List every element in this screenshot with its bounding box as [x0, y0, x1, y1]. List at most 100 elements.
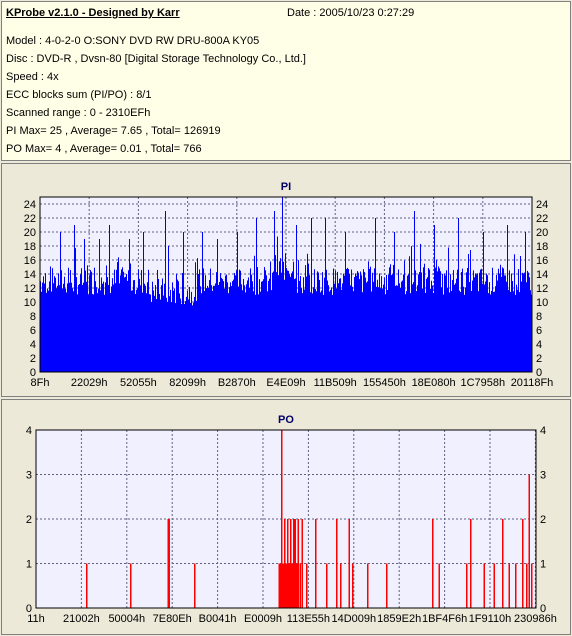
pi-bar — [231, 286, 232, 372]
pi-bar — [291, 273, 292, 372]
po-chart-panel: PO 0 0 1 1 2 2 3 3 4 4 11h 21002h 50004h 7E80Eh B0041h E… — [1, 399, 571, 635]
pi-bar — [352, 286, 353, 372]
pi-bar — [394, 232, 395, 372]
pi-bar — [528, 272, 529, 372]
pi-bar — [42, 282, 43, 372]
pi-bar — [283, 261, 284, 372]
pi-bar — [237, 232, 238, 372]
pi-bar — [517, 289, 518, 372]
x-tick-6: 113E55h — [287, 613, 330, 625]
pi-bar — [248, 277, 249, 372]
pi-bar — [127, 280, 128, 372]
pi-bar — [216, 272, 217, 372]
pi-bar — [61, 270, 62, 372]
pi-bar — [520, 256, 521, 372]
pi-bar — [193, 302, 194, 372]
pi-bar — [142, 292, 143, 372]
pi-bar — [423, 267, 424, 372]
pi-bar — [243, 278, 244, 372]
pi-bar — [240, 270, 241, 372]
x-tick-3: 7E80Eh — [153, 613, 192, 625]
pi-bar — [268, 280, 269, 372]
pi-bar — [145, 285, 146, 372]
app-title: KProbe v2.1.0 - Designed by Karr — [6, 7, 180, 19]
pi-bar — [143, 232, 144, 372]
po-bar — [281, 430, 283, 608]
pi-bar — [506, 281, 507, 372]
pi-bar — [499, 273, 500, 372]
pi-bar — [260, 291, 261, 372]
po-bar — [367, 563, 369, 608]
pi-bar — [498, 268, 499, 372]
pi-bar — [426, 278, 427, 372]
pi-bar — [194, 296, 195, 372]
pi-bar — [358, 272, 359, 372]
pi-bar — [408, 274, 409, 372]
pi-bar — [256, 218, 257, 372]
pi-bar — [167, 301, 168, 372]
pi-bar — [278, 275, 279, 372]
pi-bar — [41, 291, 42, 372]
y-tick-left-7: 14 — [24, 269, 36, 281]
pi-bar — [135, 294, 136, 372]
x-tick-10: 1F9110h — [469, 613, 512, 625]
info-ecc: ECC blocks sum (PI/PO) : 8/1 — [6, 89, 152, 101]
pi-bar — [530, 290, 531, 372]
po-bar — [280, 563, 282, 608]
po-bar — [470, 519, 472, 608]
po-bar — [531, 563, 533, 608]
pi-bar — [104, 294, 105, 372]
pi-bar — [247, 280, 248, 372]
y-tick-left-2: 4 — [30, 339, 36, 351]
pi-bar — [469, 282, 470, 372]
pi-bar — [245, 292, 246, 372]
pi-bar — [391, 275, 392, 372]
pi-bar — [294, 279, 295, 372]
pi-bar — [54, 276, 55, 372]
pi-bar — [495, 286, 496, 372]
po-bar — [348, 519, 350, 608]
pi-bar — [132, 290, 133, 372]
y-tick-right-0: 0 — [540, 603, 546, 615]
pi-bar — [496, 274, 497, 372]
pi-bar — [267, 291, 268, 372]
pi-bar — [470, 249, 471, 372]
pi-bar — [241, 284, 242, 372]
pi-bar — [286, 267, 287, 372]
pi-bar — [179, 293, 180, 372]
pi-bar — [480, 269, 481, 372]
pi-bar — [136, 289, 137, 372]
pi-bar — [156, 299, 157, 372]
pi-bar — [118, 257, 119, 372]
pi-bar — [188, 299, 189, 372]
po-bar — [284, 519, 286, 608]
pi-bar — [316, 291, 317, 372]
pi-bar — [116, 269, 117, 372]
pi-bar — [505, 275, 506, 372]
po-bar — [293, 519, 295, 608]
y-tick-left-4: 4 — [26, 425, 32, 437]
pi-bar — [376, 286, 377, 372]
x-tick-11: 230986h — [514, 613, 557, 625]
pi-bar — [128, 270, 129, 372]
info-speed: Speed : 4x — [6, 71, 59, 83]
pi-bar — [503, 268, 504, 372]
x-tick-6: 11B509h — [314, 377, 357, 389]
pi-bar — [513, 291, 514, 372]
pi-bar — [266, 275, 267, 372]
pi-bar — [176, 273, 177, 372]
pi-bar — [124, 277, 125, 372]
x-tick-0: 11h — [27, 613, 45, 625]
pi-bar — [378, 287, 379, 372]
pi-bar — [343, 273, 344, 372]
pi-bar — [183, 232, 184, 372]
y-tick-left-3: 3 — [26, 470, 32, 482]
pi-bar — [110, 293, 111, 372]
pi-bar — [360, 271, 361, 372]
pi-bar — [303, 277, 304, 372]
pi-bar — [462, 268, 463, 372]
pi-bar — [475, 273, 476, 372]
pi-bar — [224, 288, 225, 372]
pi-bar — [252, 281, 253, 372]
pi-bar — [134, 279, 135, 372]
